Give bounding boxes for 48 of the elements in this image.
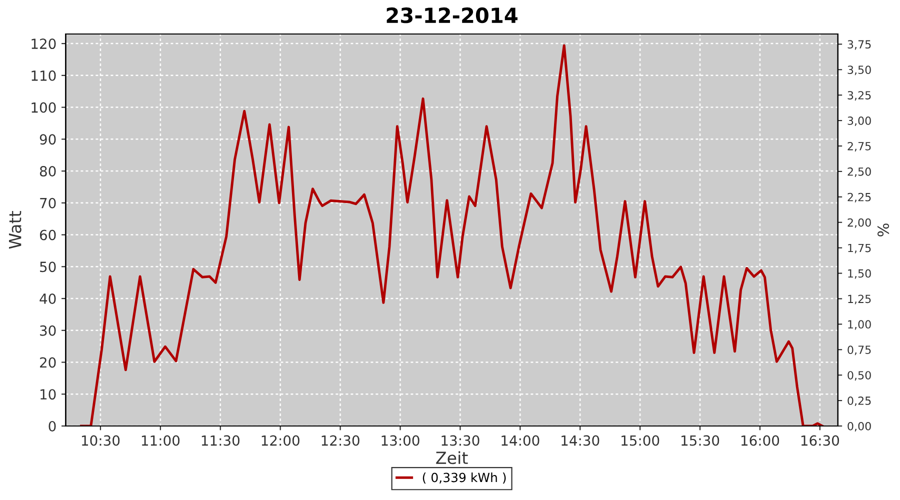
- y2-tick-label: 2,25: [848, 192, 871, 202]
- legend-label: ( 0,339 kWh ): [422, 472, 506, 484]
- x-tick-label: 13:30: [442, 435, 480, 446]
- y2-tick-label: 1,00: [848, 320, 871, 330]
- x-tick-label: 10:30: [82, 435, 120, 446]
- y-tick-label: 60: [40, 230, 56, 240]
- chart-title: 23-12-2014: [386, 7, 518, 24]
- x-tick-label: 12:00: [262, 435, 300, 446]
- line-series: [80, 44, 824, 426]
- y2-tick-label: 2,50: [848, 167, 871, 177]
- x-tick-label: 16:00: [741, 435, 780, 446]
- y2-tick-label: 1,50: [848, 269, 871, 279]
- y2-tick-label: 3,50: [848, 66, 871, 76]
- x-tick-label: 15:00: [622, 435, 660, 446]
- y2-tick-label: 3,00: [848, 116, 871, 126]
- y2-tick-label: 1,75: [848, 244, 871, 254]
- y-tick-label: 70: [40, 198, 56, 208]
- y2-tick-label: 0,75: [848, 346, 871, 356]
- x-tick-label: 14:00: [502, 435, 540, 446]
- y-tick-label: 50: [40, 262, 56, 272]
- y-tick-label: 110: [32, 70, 56, 81]
- x-tick-label: 14:30: [562, 435, 600, 446]
- x-tick-label: 11:30: [202, 435, 240, 446]
- y-tick-label: 80: [40, 166, 56, 177]
- y2-tick-label: 0,25: [848, 396, 871, 406]
- y-tick-label: 0: [48, 420, 56, 432]
- y2-tick-label: 0,00: [848, 422, 871, 432]
- y-axis-title: Watt: [8, 211, 22, 249]
- y2-tick-label: 1,25: [848, 294, 871, 304]
- y-tick-label: 90: [40, 134, 56, 145]
- y2-tick-label: 3,75: [848, 40, 871, 50]
- x-axis-title: Zeit: [436, 451, 468, 464]
- y-tick-label: 100: [32, 102, 56, 113]
- x-tick-label: 16:30: [801, 435, 840, 446]
- y-tick-label: 120: [32, 38, 56, 50]
- y-tick-label: 30: [40, 325, 56, 336]
- y2-tick-label: 3,25: [848, 91, 871, 101]
- x-tick-label: 15:30: [682, 435, 720, 446]
- y2-axis-title: %: [877, 224, 890, 236]
- x-tick-label: 12:30: [322, 435, 360, 446]
- y-tick-label: 20: [40, 357, 56, 368]
- x-tick-label: 11:00: [142, 435, 180, 446]
- y-tick-label: 10: [40, 389, 56, 400]
- y2-tick-label: 2,75: [848, 142, 871, 152]
- y-tick-label: 40: [40, 293, 56, 304]
- y2-tick-label: 0,50: [848, 371, 871, 381]
- y2-tick-label: 2,00: [848, 218, 871, 228]
- x-tick-label: 13:00: [382, 435, 420, 446]
